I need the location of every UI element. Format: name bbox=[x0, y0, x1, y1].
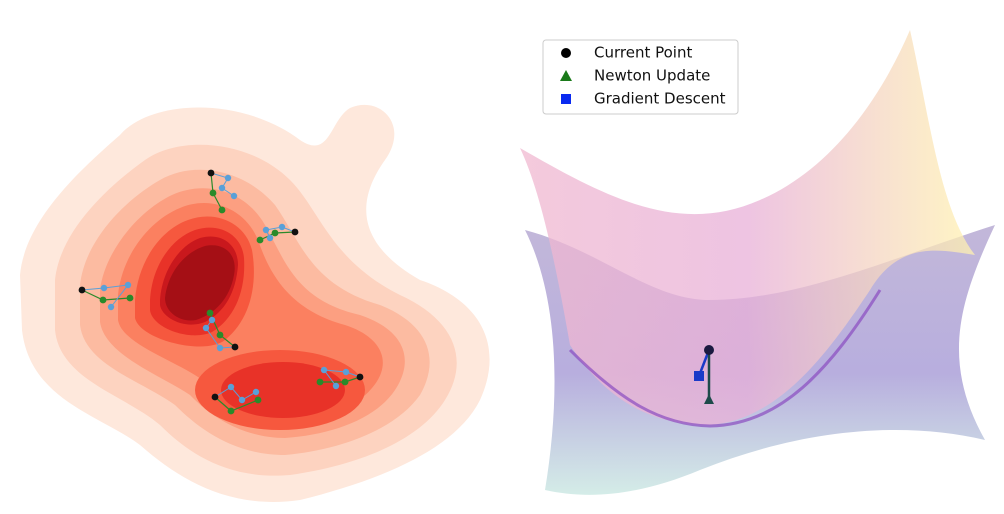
contour-level bbox=[221, 362, 345, 418]
gradient-point bbox=[694, 371, 704, 381]
upper-surface bbox=[520, 30, 975, 425]
legend-label: Newton Update bbox=[594, 67, 710, 85]
newton-point bbox=[704, 394, 714, 404]
legend-box bbox=[542, 39, 739, 115]
legend-marker bbox=[561, 48, 571, 58]
current-point bbox=[704, 345, 714, 355]
gradient-path bbox=[81, 284, 130, 308]
gradient-path bbox=[322, 369, 361, 387]
newton-dots bbox=[99, 189, 349, 415]
legend-marker bbox=[561, 94, 571, 104]
gradient-path bbox=[265, 226, 296, 239]
gradient-path bbox=[205, 319, 236, 349]
gradient-path bbox=[210, 172, 235, 197]
legend-label: Current Point bbox=[594, 44, 692, 62]
surface-markers bbox=[694, 345, 714, 404]
legend-marker bbox=[560, 70, 572, 81]
surface-plot bbox=[520, 30, 995, 495]
contour-plot bbox=[20, 104, 490, 502]
optimization-paths bbox=[78, 169, 364, 415]
contour-level bbox=[165, 245, 235, 321]
legend-label: Gradient Descent bbox=[594, 90, 726, 108]
legend: Current Point Newton Update Gradient Des… bbox=[542, 39, 739, 115]
valley-curve bbox=[568, 289, 882, 428]
gradient-path bbox=[214, 386, 257, 401]
gradient-dots bbox=[100, 174, 350, 404]
start-dots bbox=[78, 169, 364, 401]
